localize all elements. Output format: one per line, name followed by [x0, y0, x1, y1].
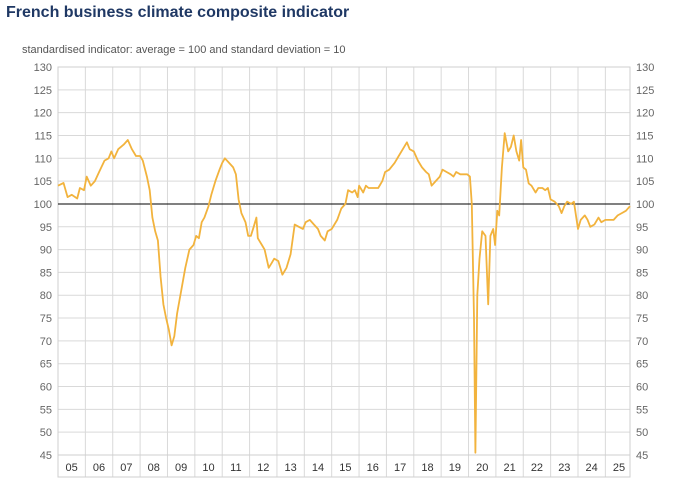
y-tick-label-left: 80: [40, 290, 52, 302]
y-tick-label-left: 105: [34, 176, 52, 188]
y-tick-label-right: 95: [636, 222, 648, 234]
y-tick-label-right: 100: [636, 199, 654, 211]
x-tick-label: 13: [285, 462, 297, 474]
y-tick-label-left: 125: [34, 85, 52, 97]
x-tick-label: 23: [558, 462, 570, 474]
x-tick-label: 05: [66, 462, 78, 474]
y-tick-label-left: 115: [34, 130, 52, 142]
y-tick-label-left: 110: [34, 153, 52, 165]
x-tick-label: 21: [503, 462, 515, 474]
y-tick-label-right: 105: [636, 176, 654, 188]
x-tick-label: 16: [367, 462, 379, 474]
y-tick-label-left: 60: [40, 382, 52, 394]
y-tick-label-left: 130: [34, 62, 52, 74]
chart-title: French business climate composite indica…: [6, 4, 350, 21]
x-tick-label: 11: [230, 462, 241, 474]
y-tick-label-left: 65: [40, 359, 52, 371]
x-tick-label: 12: [257, 462, 269, 474]
y-tick-label-left: 100: [34, 199, 52, 211]
y-tick-label-right: 110: [636, 153, 654, 165]
y-tick-label-right: 130: [636, 62, 654, 74]
y-tick-label-right: 55: [636, 404, 648, 416]
y-tick-label-right: 125: [636, 85, 654, 97]
y-tick-label-left: 50: [40, 427, 52, 439]
y-tick-label-left: 55: [40, 404, 52, 416]
x-tick-label: 10: [202, 462, 214, 474]
y-tick-label-left: 120: [34, 108, 52, 120]
y-tick-label-right: 85: [636, 267, 648, 279]
y-tick-label-right: 75: [636, 313, 648, 325]
x-tick-label: 22: [531, 462, 543, 474]
x-tick-label: 09: [175, 462, 187, 474]
y-tick-label-left: 85: [40, 267, 52, 279]
y-tick-label-right: 115: [636, 130, 654, 142]
x-tick-label: 14: [312, 462, 324, 474]
x-tick-label: 20: [476, 462, 488, 474]
y-tick-label-left: 45: [40, 450, 52, 462]
x-tick-label: 06: [93, 462, 105, 474]
x-tick-label: 24: [586, 462, 598, 474]
x-tick-label: 25: [613, 462, 625, 474]
x-tick-label: 08: [148, 462, 160, 474]
y-tick-label-right: 50: [636, 427, 648, 439]
series-line: [57, 132, 631, 454]
x-tick-label: 15: [339, 462, 351, 474]
y-tick-label-right: 70: [636, 336, 648, 348]
y-tick-label-right: 65: [636, 359, 648, 371]
y-tick-label-left: 95: [40, 222, 52, 234]
x-tick-label: 17: [394, 462, 406, 474]
x-tick-label: 19: [449, 462, 461, 474]
y-tick-label-right: 60: [636, 382, 648, 394]
x-tick-label: 18: [421, 462, 433, 474]
x-tick-label: 07: [120, 462, 132, 474]
y-tick-label-right: 90: [636, 245, 648, 257]
y-tick-label-left: 90: [40, 245, 52, 257]
y-tick-label-right: 120: [636, 108, 654, 120]
y-tick-label-right: 80: [636, 290, 648, 302]
y-tick-label-right: 45: [636, 450, 648, 462]
y-tick-label-left: 70: [40, 336, 52, 348]
chart-subtitle: standardised indicator: average = 100 an…: [22, 44, 346, 56]
plot-frame: [57, 66, 631, 478]
y-tick-label-left: 75: [40, 313, 52, 325]
